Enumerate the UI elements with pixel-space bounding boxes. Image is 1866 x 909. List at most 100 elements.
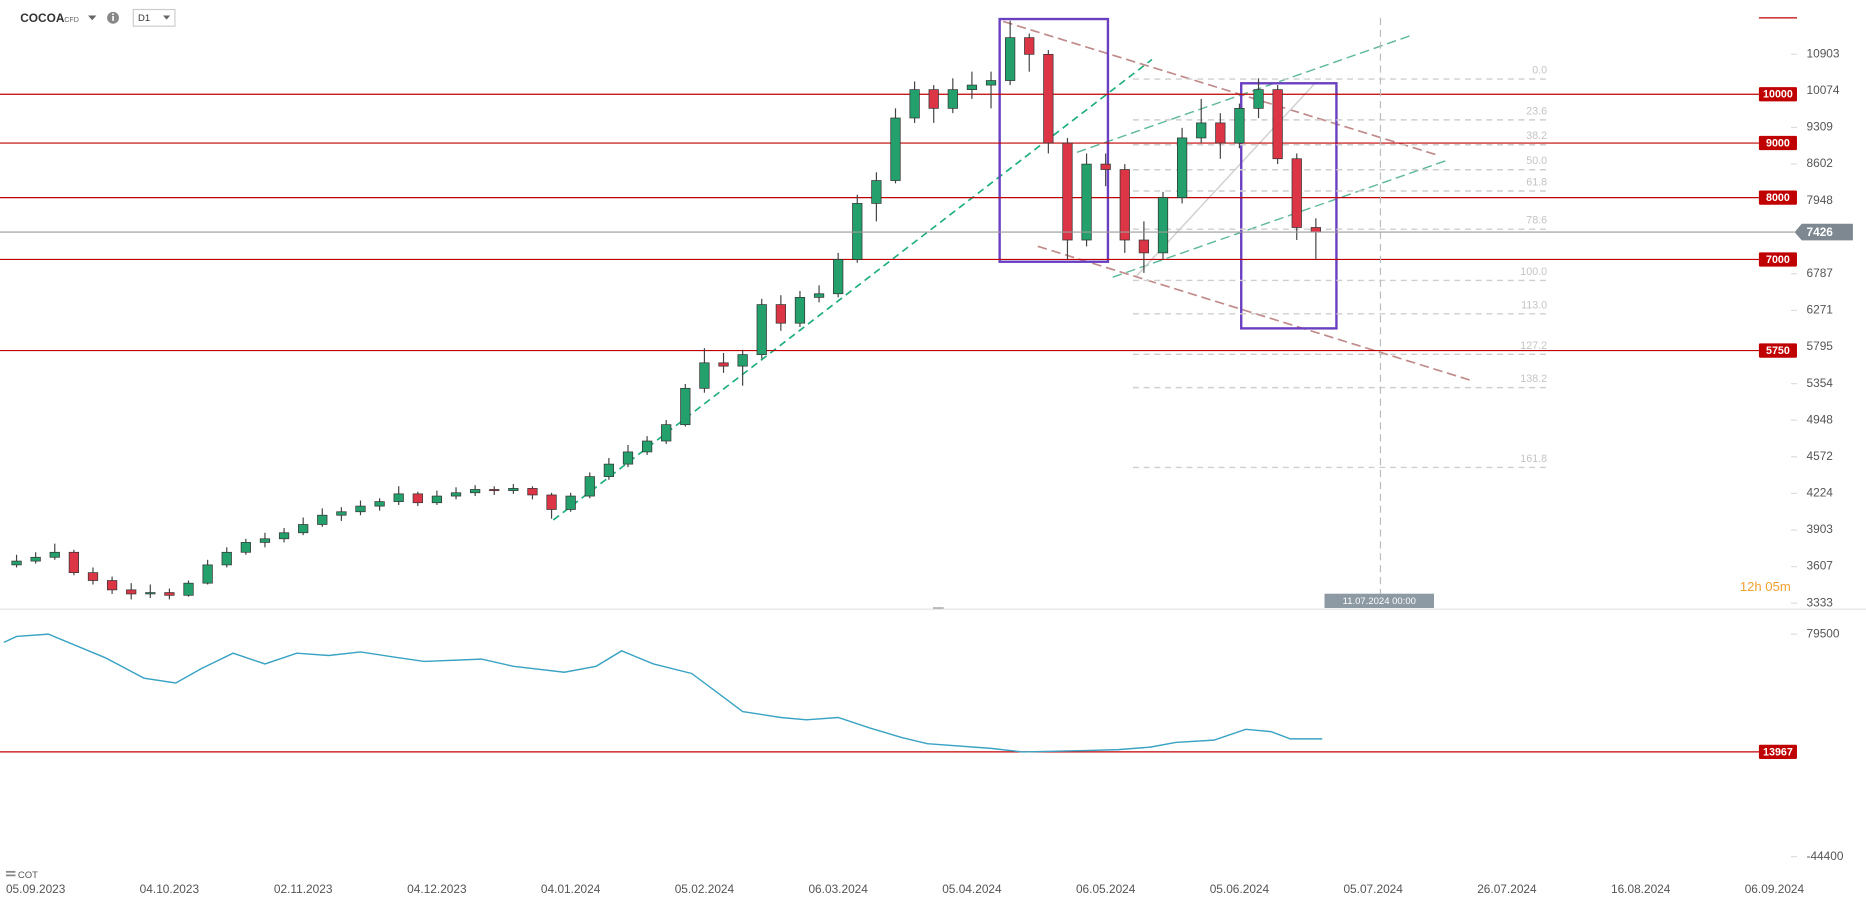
fib-label: 50.0	[1526, 155, 1547, 167]
candle-body	[30, 556, 41, 562]
fib-label: 78.6	[1526, 215, 1547, 227]
candle-body	[546, 494, 557, 510]
y-tick-label: 6271	[1806, 303, 1833, 317]
trendline	[552, 58, 1153, 521]
level-tag	[1758, 252, 1797, 267]
candle-body	[1272, 89, 1283, 160]
candle-body	[374, 501, 385, 507]
x-tick-label: 16.08.2024	[1611, 882, 1671, 896]
y-tick-label: 4572	[1806, 449, 1832, 463]
candle-body	[1081, 163, 1092, 241]
level-label: 8000	[1766, 192, 1790, 204]
candle-body	[355, 505, 366, 513]
trendline	[1037, 245, 1473, 382]
fib-label: 61.8	[1526, 176, 1547, 188]
candle-body	[1138, 239, 1150, 254]
fib-label: 100.0	[1520, 266, 1547, 278]
candle-body	[1291, 158, 1302, 228]
candle-body	[680, 387, 691, 426]
y-tick-label: 5354	[1806, 376, 1833, 390]
candle-body	[87, 572, 99, 581]
candle-body	[49, 551, 60, 558]
highlight-box	[1240, 82, 1338, 330]
time-marker-label: 11.07.2024 00:00	[1343, 596, 1416, 607]
candle-body	[756, 304, 767, 355]
candles	[11, 20, 1321, 600]
candle-body	[1234, 107, 1245, 144]
level-tag	[1758, 744, 1797, 759]
trendline	[1002, 20, 1441, 157]
indicator-icon	[5, 870, 16, 873]
x-tick-label: 02.11.2023	[274, 882, 333, 896]
x-tick-label: 04.01.2024	[541, 882, 601, 896]
candle-body	[641, 440, 653, 453]
y-tick-label: 7948	[1806, 193, 1833, 207]
candle-body	[813, 293, 825, 298]
fib-label: 0.0	[1532, 65, 1547, 77]
candle-body	[966, 84, 978, 90]
y-tick-label: 8602	[1806, 156, 1832, 170]
candle-body	[508, 488, 519, 491]
y-tick-label: 3607	[1806, 559, 1832, 573]
y-tick-label: 5795	[1806, 339, 1833, 353]
last-price-label: 7426	[1806, 225, 1833, 239]
candle-body	[794, 296, 806, 324]
time-marker-box	[1324, 593, 1435, 608]
candle-body	[126, 589, 137, 595]
trendline	[1076, 33, 1415, 153]
candle-body	[164, 592, 175, 596]
candle-body	[489, 489, 500, 492]
highlight-box	[998, 17, 1110, 263]
fib-label: 138.2	[1520, 373, 1547, 385]
candle-body	[1100, 163, 1111, 170]
candle-body	[985, 80, 997, 86]
x-tick-label: 05.07.2024	[1343, 882, 1403, 896]
fib-label: 38.2	[1526, 130, 1547, 142]
drawings	[552, 17, 1473, 521]
y-tick-label: 4948	[1806, 412, 1833, 426]
candle-body	[622, 451, 634, 465]
indicator-name: COT	[18, 870, 38, 881]
candle-body	[1176, 137, 1188, 198]
y-tick-label: 4224	[1806, 486, 1833, 500]
y-tick-label: -44400	[1806, 849, 1843, 863]
fib-label: 127.2	[1520, 340, 1547, 352]
candle-body	[317, 514, 328, 525]
x-tick-label: 06.09.2024	[1745, 882, 1805, 896]
timeframe-select[interactable]	[132, 8, 176, 27]
candle-body	[470, 489, 481, 494]
y-tick-label: 3903	[1806, 522, 1833, 536]
level-tag	[1758, 190, 1797, 205]
candle-body	[1024, 37, 1035, 55]
indicator-icon	[5, 874, 16, 877]
instrument: CFD	[64, 16, 79, 24]
candle-body	[1043, 53, 1054, 144]
x-tick-label: 05.06.2024	[1210, 882, 1270, 896]
candle-body	[145, 592, 156, 595]
candle-body	[68, 551, 79, 573]
level-label: 7000	[1766, 254, 1790, 266]
candle-body	[1119, 169, 1130, 241]
candle-body	[1310, 227, 1321, 233]
symbol-dropdown[interactable]	[88, 15, 97, 21]
y-tick-label: 6787	[1806, 266, 1832, 280]
candle-body	[1062, 142, 1073, 241]
candle-body	[890, 117, 901, 181]
candle-body	[775, 304, 786, 324]
candle-body	[947, 89, 958, 109]
level-label: 13967	[1763, 746, 1793, 758]
trendline	[1112, 158, 1450, 278]
countdown: 12h 05m	[1740, 579, 1791, 594]
x-tick-label: 05.04.2024	[942, 882, 1002, 896]
candle-body	[298, 524, 309, 534]
x-tick-label: 26.07.2024	[1477, 882, 1537, 896]
x-tick-label: 06.03.2024	[808, 882, 868, 896]
candle-body	[871, 180, 882, 204]
candle-body	[699, 362, 710, 389]
candle-body	[661, 424, 672, 442]
level-tag	[1758, 343, 1797, 358]
candle-body	[1157, 197, 1169, 254]
